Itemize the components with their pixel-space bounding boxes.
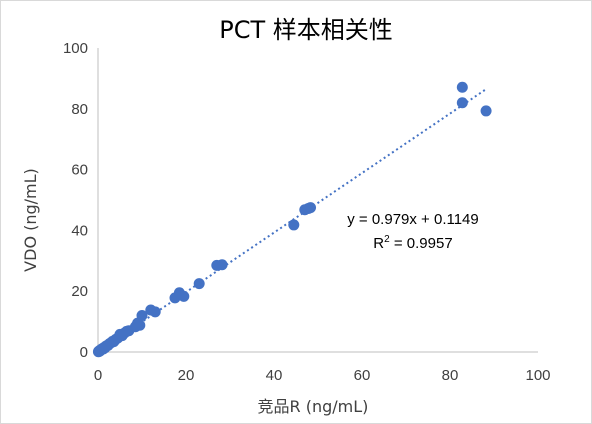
y-tick-labels: 0 20 40 60 80 100 — [63, 40, 88, 361]
r-squared-label: R2 = 0.9957 — [373, 234, 452, 252]
trendline-equation: y = 0.979x + 0.1149 — [347, 211, 479, 228]
chart-title: PCT 样本相关性 — [219, 16, 393, 44]
data-point — [480, 105, 492, 117]
x-tick-labels: 0 20 40 60 80 100 — [94, 367, 551, 384]
x-tick-label: 100 — [525, 367, 550, 384]
y-tick-label: 0 — [80, 344, 88, 361]
y-tick-label: 40 — [71, 222, 88, 239]
data-point — [149, 306, 161, 318]
y-tick-label: 100 — [63, 40, 88, 57]
data-point — [216, 259, 228, 271]
data-point — [456, 81, 468, 93]
x-tick-label: 40 — [266, 367, 283, 384]
data-point — [456, 97, 468, 109]
data-point — [134, 319, 146, 331]
data-point — [305, 202, 317, 214]
x-tick-label: 60 — [354, 367, 371, 384]
r-squared-value: = 0.9957 — [390, 235, 453, 252]
data-points — [92, 81, 492, 358]
x-tick-label: 0 — [94, 367, 102, 384]
data-point — [178, 290, 190, 302]
data-point — [193, 278, 205, 290]
data-point — [288, 219, 300, 231]
x-tick-label: 80 — [442, 367, 459, 384]
x-tick-label: 20 — [178, 367, 195, 384]
data-point — [136, 310, 148, 322]
y-tick-label: 60 — [71, 162, 88, 179]
y-tick-label: 80 — [71, 101, 88, 118]
r-squared-symbol: R — [373, 235, 384, 252]
y-axis-label: VDO (ng/mL) — [21, 168, 40, 272]
y-tick-label: 20 — [71, 283, 88, 300]
r-squared-superscript: 2 — [384, 234, 390, 245]
x-axis-label: 竞品R (ng/mL) — [258, 397, 369, 416]
